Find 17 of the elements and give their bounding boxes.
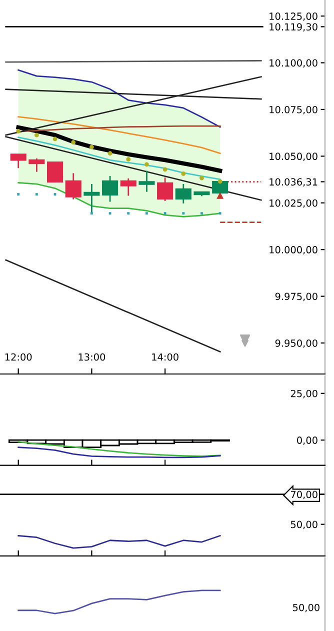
- y-tick-label: 10.036,31: [270, 178, 318, 187]
- y-tick-label: 25,00: [290, 390, 318, 398]
- x-tick-label: 14:00: [152, 353, 178, 361]
- y-tick-label: 10.075,00: [270, 106, 318, 114]
- y-tick-label: 70,00: [291, 490, 318, 500]
- y-tick-label: 50,00: [290, 520, 318, 530]
- x-tick-label: 12:00: [5, 353, 32, 361]
- y-tick-label: 9.975,00: [275, 292, 318, 302]
- x-tick-label: 13:00: [78, 353, 106, 361]
- y-tick-label: 10.025,00: [270, 199, 318, 208]
- y-tick-label: 10.119,30: [270, 23, 318, 32]
- y-tick-label: 10.125,00: [270, 12, 318, 21]
- y-tick-label: 10.000,00: [270, 246, 318, 254]
- y-tick-label: 10.100,00: [270, 59, 318, 68]
- y-tick-label: 10.050,00: [270, 152, 318, 161]
- y-tick-label: 9.950,00: [275, 339, 318, 348]
- y-tick-label: 0,00: [297, 436, 318, 445]
